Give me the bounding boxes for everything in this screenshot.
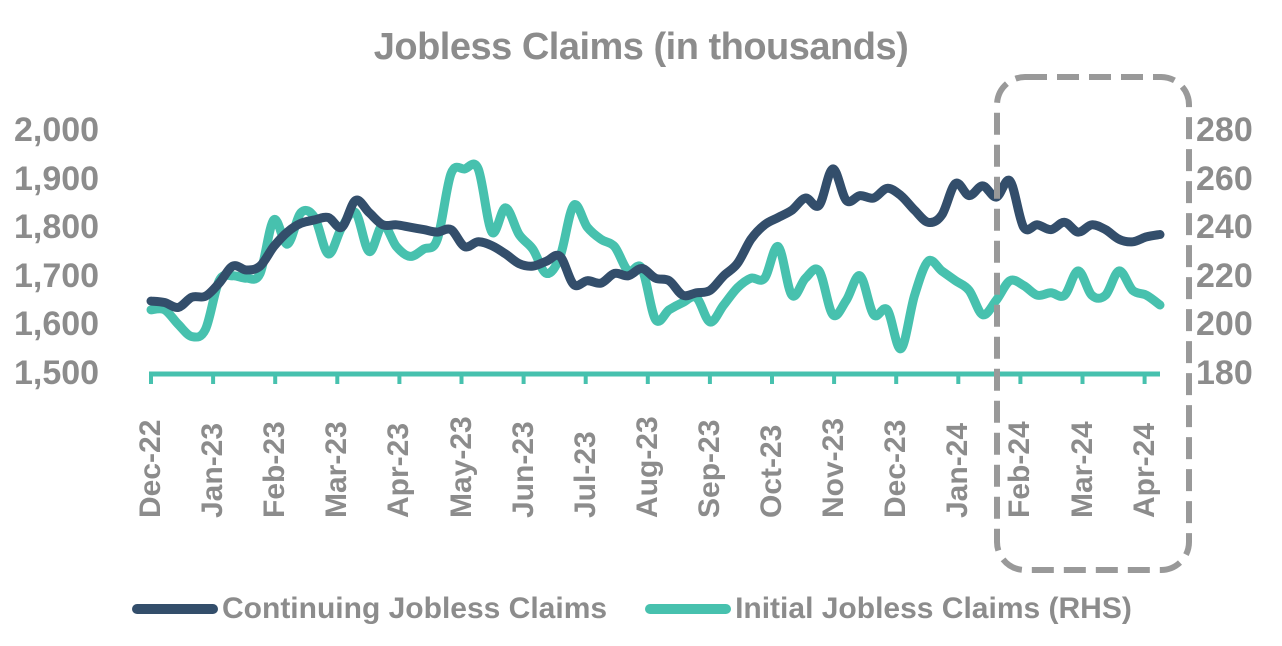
left-axis-tick: 1,700 bbox=[14, 257, 100, 295]
left-axis-tick: 1,800 bbox=[14, 208, 100, 246]
x-axis-tick-label: May-23 bbox=[444, 416, 478, 518]
right-axis-tick: 280 bbox=[1196, 111, 1253, 149]
highlight-box bbox=[994, 74, 1192, 573]
right-axis-tick: 180 bbox=[1196, 354, 1253, 392]
initial-swatch-icon bbox=[645, 604, 732, 614]
x-axis-tick-label: Jan-23 bbox=[196, 422, 230, 518]
x-axis-tick-label: Dec-23 bbox=[879, 419, 913, 518]
x-axis-tick-label: Mar-23 bbox=[320, 421, 354, 518]
initial-claims-line bbox=[146, 159, 1165, 354]
right-axis-tick: 260 bbox=[1196, 160, 1253, 198]
x-axis-tick-label: Mar-24 bbox=[1065, 421, 1099, 518]
x-axis-tick-label: Nov-23 bbox=[817, 417, 851, 518]
x-axis-tick-label: Aug-23 bbox=[630, 416, 664, 518]
x-axis-tick-label: Jul-23 bbox=[568, 431, 602, 518]
x-axis-tick-label: Feb-23 bbox=[258, 421, 292, 518]
legend: Continuing Jobless Claims Initial Jobles… bbox=[132, 592, 1170, 626]
x-axis-tick-label: Jan-24 bbox=[941, 422, 975, 518]
x-axis-tick-label: Dec-22 bbox=[134, 419, 167, 518]
left-axis-tick: 1,600 bbox=[14, 305, 100, 343]
legend-item-initial[interactable]: Initial Jobless Claims (RHS) bbox=[645, 592, 1132, 626]
x-axis-tick-label: Oct-23 bbox=[755, 424, 788, 518]
left-axis-tick: 2,000 bbox=[14, 111, 100, 149]
x-axis-tick-label: Jun-23 bbox=[506, 421, 540, 518]
chart-title: Jobless Claims (in thousands) bbox=[373, 26, 909, 68]
x-axis-tick-label: Apr-23 bbox=[382, 422, 416, 518]
x-axis-line bbox=[149, 371, 1160, 384]
legend-label: Continuing Jobless Claims bbox=[222, 592, 608, 625]
x-axis-tick-label: Feb-24 bbox=[1003, 421, 1037, 518]
continuing-swatch-icon bbox=[132, 604, 218, 614]
right-axis-tick: 200 bbox=[1196, 305, 1253, 343]
right-axis-tick: 220 bbox=[1196, 257, 1253, 295]
legend-item-continuing[interactable]: Continuing Jobless Claims bbox=[132, 592, 607, 626]
x-axis-tick-label: Sep-23 bbox=[692, 419, 726, 518]
legend-label: Initial Jobless Claims (RHS) bbox=[735, 592, 1132, 625]
right-axis-tick: 240 bbox=[1196, 208, 1253, 246]
continuing-claims-line bbox=[146, 164, 1165, 312]
left-axis-tick: 1,900 bbox=[14, 160, 100, 198]
left-axis-tick: 1,500 bbox=[14, 354, 100, 392]
x-axis-tick-label: Apr-24 bbox=[1127, 422, 1161, 518]
